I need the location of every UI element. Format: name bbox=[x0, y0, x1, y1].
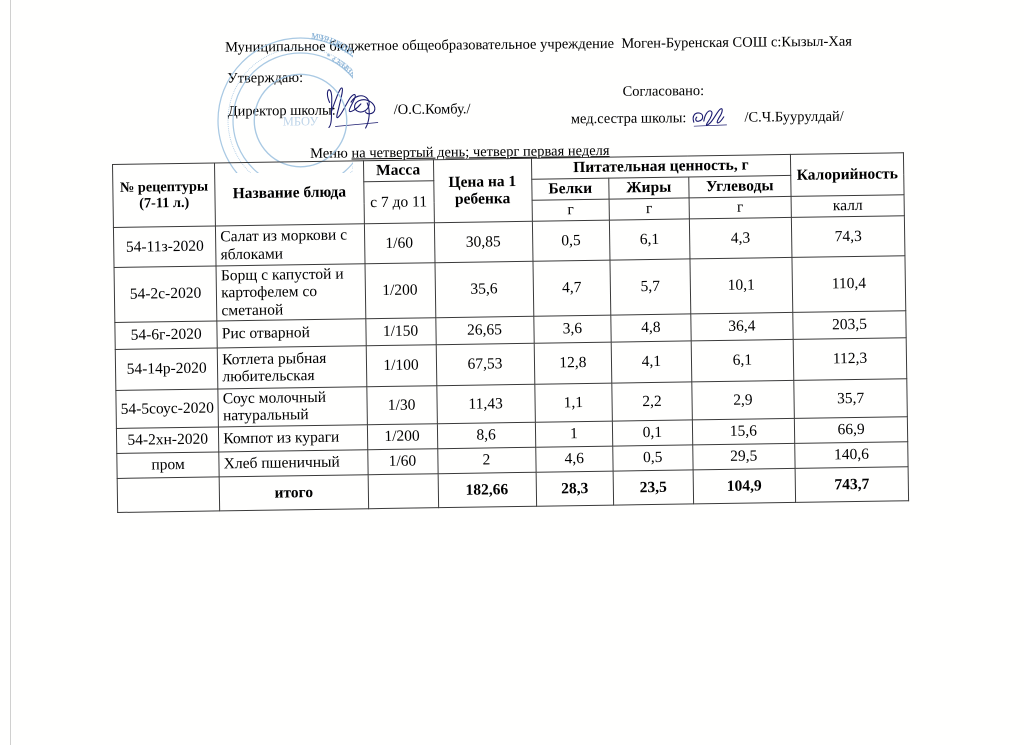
svg-text:МБОУ: МБОУ bbox=[283, 115, 319, 129]
svg-text:* 17АВ1998 * МБОУ СОШ * 1234 *: * 17АВ1998 * МБОУ СОШ * 1234 * bbox=[325, 51, 353, 167]
